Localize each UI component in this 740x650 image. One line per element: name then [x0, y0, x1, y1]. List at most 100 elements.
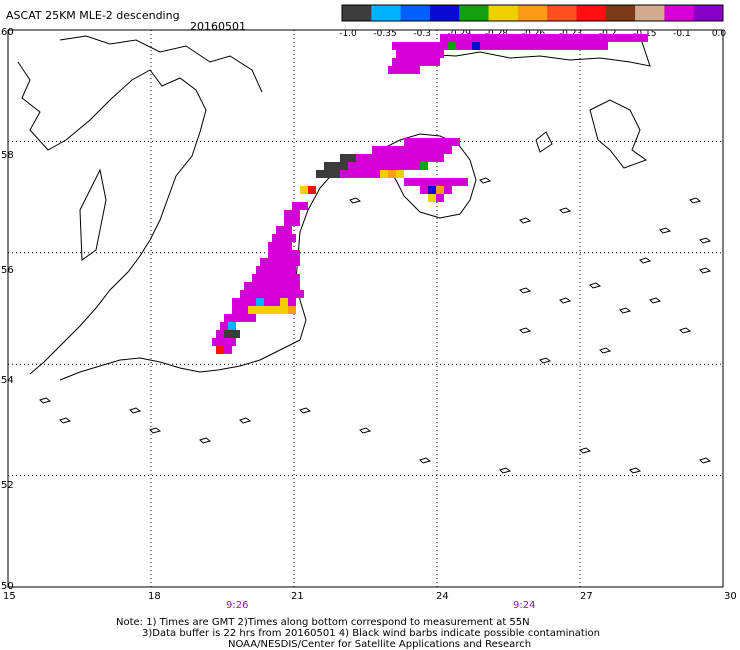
wind-pixel	[388, 162, 396, 170]
lake-outline	[299, 407, 312, 414]
wind-pixel	[520, 34, 528, 42]
colorbar-swatch	[400, 5, 431, 21]
wind-pixel	[380, 162, 388, 170]
y-tick: 56	[1, 265, 14, 276]
wind-pixel	[280, 266, 288, 274]
wind-pixel	[448, 34, 456, 42]
wind-pixel	[392, 58, 400, 66]
colorbar-label: -0.1	[673, 29, 691, 39]
lake-small	[535, 131, 553, 153]
x-tick: 30	[724, 591, 737, 602]
overpass-time-east: 9:24	[513, 600, 536, 611]
wind-pixel	[624, 34, 632, 42]
colorbar-swatch	[664, 5, 695, 21]
wind-pixel	[552, 42, 560, 50]
colorbar-swatch	[576, 5, 607, 21]
wind-pixel	[452, 138, 460, 146]
wind-pixel	[552, 34, 560, 42]
wind-pixel	[284, 218, 292, 226]
wind-pixel	[396, 66, 404, 74]
wind-pixel	[252, 282, 260, 290]
wind-pixel	[332, 170, 340, 178]
colorbar-label: -0.35	[373, 29, 396, 39]
wind-pixel	[256, 290, 264, 298]
note-line-3: NOAA/NESDIS/Center for Satellite Applica…	[228, 639, 532, 650]
wind-pixels	[212, 34, 648, 354]
wind-pixel	[292, 282, 300, 290]
lake-outline	[689, 197, 702, 204]
wind-pixel	[592, 42, 600, 50]
colorbar-swatch	[547, 5, 577, 21]
wind-pixel	[288, 290, 296, 298]
wind-pixel	[288, 234, 296, 242]
wind-pixel	[248, 314, 256, 322]
wind-pixel	[272, 234, 280, 242]
wind-pixel	[380, 154, 388, 162]
wind-pixel	[280, 306, 288, 314]
lake-outline	[619, 307, 632, 314]
wind-pixel	[308, 186, 316, 194]
wind-pixel	[280, 298, 288, 306]
wind-pixel	[292, 202, 300, 210]
wind-pixel	[444, 186, 452, 194]
colorbar-label: -0.3	[413, 29, 431, 39]
wind-pixel	[284, 274, 292, 282]
note-line-2: 3)Data buffer is 22 hrs from 20160501 4)…	[142, 628, 600, 639]
wind-pixel	[420, 138, 428, 146]
y-tick: 50	[1, 581, 14, 592]
lake-outline	[629, 467, 642, 474]
wind-pixel	[480, 34, 488, 42]
lake-outline	[239, 417, 252, 424]
wind-pixel	[428, 194, 436, 202]
x-tick: 15	[3, 591, 16, 602]
wind-pixel	[412, 162, 420, 170]
wind-pixel	[240, 314, 248, 322]
wind-pixel	[504, 42, 512, 50]
wind-pixel	[284, 258, 292, 266]
wind-pixel	[272, 266, 280, 274]
wind-pixel	[536, 34, 544, 42]
wind-pixel	[592, 34, 600, 42]
y-tick: 54	[1, 375, 14, 386]
wind-pixel	[284, 242, 292, 250]
wind-pixel	[488, 42, 496, 50]
wind-pixel	[608, 34, 616, 42]
x-tick: 27	[580, 591, 593, 602]
note-line-1: Note: 1) Times are GMT 2)Times along bot…	[116, 617, 530, 628]
wind-pixel	[388, 154, 396, 162]
wind-pixel	[276, 274, 284, 282]
colorbar-label: -1.0	[339, 29, 357, 39]
wind-pixel	[632, 34, 640, 42]
wind-pixel	[272, 298, 280, 306]
wind-pixel	[400, 42, 408, 50]
wind-pixel	[264, 290, 272, 298]
wind-pixel	[272, 306, 280, 314]
wind-pixel	[536, 42, 544, 50]
wind-pixel	[440, 42, 448, 50]
wind-pixel	[276, 250, 284, 258]
lake-outline	[519, 217, 532, 224]
colorbar-swatch	[635, 5, 665, 21]
wind-pixel	[216, 346, 224, 354]
coastline-sweden	[17, 61, 207, 375]
wind-pixel	[284, 250, 292, 258]
wind-pixel	[404, 50, 412, 58]
wind-pixel	[280, 290, 288, 298]
wind-pixel	[456, 42, 464, 50]
wind-pixel	[420, 50, 428, 58]
wind-pixel	[408, 58, 416, 66]
wind-pixel	[488, 34, 496, 42]
lake-outline	[539, 357, 552, 364]
wind-pixel	[404, 146, 412, 154]
wind-pixel	[472, 42, 480, 50]
coastline	[17, 35, 712, 474]
island-gotland	[79, 168, 107, 261]
wind-pixel	[232, 306, 240, 314]
wind-pixel	[404, 66, 412, 74]
wind-pixel	[284, 210, 292, 218]
wind-pixel	[412, 154, 420, 162]
wind-pixel	[584, 42, 592, 50]
lake-outline	[499, 467, 512, 474]
lake-outline	[559, 297, 572, 304]
wind-pixel	[372, 162, 380, 170]
